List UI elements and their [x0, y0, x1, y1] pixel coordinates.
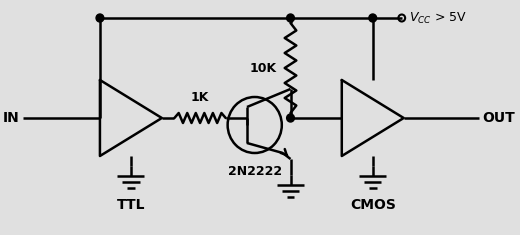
Text: CMOS: CMOS [350, 198, 396, 212]
Text: 2N2222: 2N2222 [228, 165, 282, 178]
Circle shape [287, 14, 294, 22]
Circle shape [369, 14, 376, 22]
Text: TTL: TTL [116, 198, 145, 212]
Text: $V_{CC}$ > 5V: $V_{CC}$ > 5V [409, 10, 467, 26]
Text: 10K: 10K [250, 62, 277, 74]
Text: IN: IN [3, 111, 20, 125]
Text: 1K: 1K [191, 91, 209, 104]
Text: OUT: OUT [482, 111, 515, 125]
Circle shape [287, 114, 294, 122]
Circle shape [96, 14, 104, 22]
